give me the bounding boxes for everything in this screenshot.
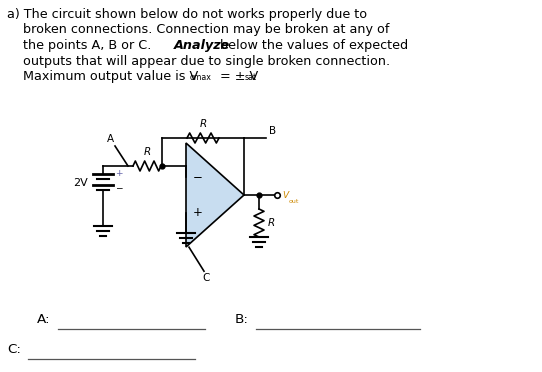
Text: below the values of expected: below the values of expected	[216, 39, 408, 52]
Text: +: +	[115, 170, 122, 179]
Text: −: −	[193, 170, 203, 183]
Text: C: C	[202, 273, 210, 283]
Text: out: out	[289, 199, 299, 204]
Text: 2V: 2V	[73, 178, 88, 188]
Text: B: B	[269, 126, 276, 136]
Text: R: R	[144, 147, 151, 157]
Text: −: −	[115, 183, 122, 192]
Text: C:: C:	[7, 343, 21, 356]
Text: sat: sat	[245, 73, 257, 82]
Text: broken connections. Connection may be broken at any of: broken connections. Connection may be br…	[7, 23, 389, 36]
Text: A:: A:	[37, 313, 50, 326]
Text: the points A, B or C.: the points A, B or C.	[7, 39, 159, 52]
Text: outputs that will appear due to single broken connection.: outputs that will appear due to single b…	[7, 55, 390, 67]
Text: = ± V: = ± V	[216, 70, 258, 83]
Text: +: +	[193, 206, 203, 219]
Text: R: R	[199, 119, 207, 129]
Polygon shape	[186, 143, 244, 247]
Text: A: A	[106, 134, 114, 144]
Text: Maximum output value is V: Maximum output value is V	[7, 70, 198, 83]
Text: R: R	[268, 218, 275, 228]
Text: V: V	[282, 192, 288, 201]
Text: omax: omax	[190, 73, 212, 82]
Text: Analyze: Analyze	[174, 39, 230, 52]
Text: a) The circuit shown below do not works properly due to: a) The circuit shown below do not works …	[7, 8, 367, 21]
Text: B:: B:	[235, 313, 249, 326]
